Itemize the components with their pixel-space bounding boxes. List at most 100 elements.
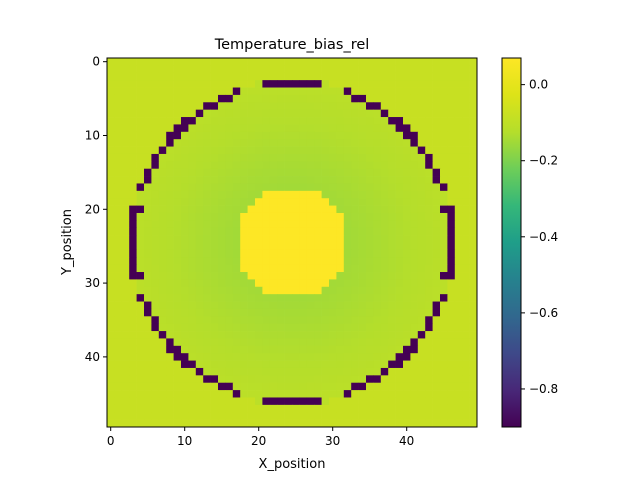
heatmap-cell	[292, 235, 300, 243]
heatmap-cell	[210, 235, 219, 243]
heatmap-cell	[336, 353, 345, 361]
heatmap-cell	[203, 183, 211, 192]
heatmap-cell	[166, 382, 174, 391]
heatmap-cell	[166, 146, 174, 155]
heatmap-cell	[240, 345, 248, 354]
heatmap-cell	[351, 168, 359, 177]
heatmap-cell	[181, 65, 189, 74]
heatmap-cell	[299, 190, 308, 199]
heatmap-cell	[114, 183, 123, 192]
heatmap-cell	[262, 294, 271, 302]
heatmap-cell	[462, 338, 470, 347]
heatmap-cell	[351, 131, 359, 140]
heatmap-cell	[158, 397, 167, 406]
heatmap-cell	[232, 183, 241, 192]
heatmap-cell	[462, 412, 470, 420]
heatmap-cell	[447, 382, 456, 391]
heatmap-cell	[195, 94, 204, 103]
heatmap-cell	[210, 65, 219, 74]
heatmap-cell	[403, 279, 411, 288]
heatmap-cell	[299, 382, 308, 391]
heatmap-cell	[107, 153, 115, 162]
heatmap-cell	[358, 87, 367, 96]
heatmap-cell	[240, 65, 248, 74]
heatmap-cell	[203, 139, 211, 147]
heatmap-cell	[321, 139, 330, 147]
heatmap-cell	[306, 412, 315, 420]
heatmap-cell	[314, 375, 322, 384]
heatmap-cell	[462, 131, 470, 140]
heatmap-cell	[225, 272, 234, 280]
heatmap-cell	[136, 139, 145, 147]
y-tick-label: 10	[85, 128, 100, 142]
heatmap-cell	[469, 249, 478, 258]
heatmap-cell	[188, 397, 197, 406]
heatmap-cell	[417, 80, 426, 88]
heatmap-cell	[321, 220, 330, 229]
heatmap-cell	[129, 72, 137, 81]
heatmap-cell	[129, 117, 137, 125]
heatmap-cell	[166, 124, 174, 133]
heatmap-cell	[240, 272, 248, 280]
heatmap-cell	[440, 139, 448, 147]
heatmap-cell	[232, 419, 241, 428]
heatmap-cell	[158, 153, 167, 162]
heatmap-cell	[232, 316, 241, 325]
heatmap-cell	[107, 131, 115, 140]
heatmap-cell	[388, 279, 396, 288]
heatmap-cell	[181, 272, 189, 280]
heatmap-cell	[321, 338, 330, 347]
heatmap-cell	[151, 109, 160, 118]
heatmap-cell	[203, 109, 211, 118]
heatmap-cell	[107, 235, 115, 243]
heatmap-cell	[373, 419, 382, 428]
heatmap-cell	[151, 205, 160, 214]
heatmap-cell	[240, 168, 248, 177]
heatmap-cell	[269, 331, 278, 339]
heatmap-cell	[306, 264, 315, 273]
heatmap-cell	[136, 345, 145, 354]
heatmap-cell	[136, 190, 145, 199]
heatmap-cell	[144, 72, 152, 81]
heatmap-cell	[395, 168, 404, 177]
heatmap-cell	[232, 168, 241, 177]
heatmap-cell	[121, 235, 130, 243]
heatmap-cell	[121, 412, 130, 420]
heatmap-cell	[306, 419, 315, 428]
heatmap-cell	[403, 161, 411, 170]
heatmap-cell	[203, 367, 211, 376]
heatmap-cell	[181, 87, 189, 96]
heatmap-cell	[292, 65, 300, 74]
heatmap-cell	[218, 308, 226, 317]
heatmap-cell	[395, 412, 404, 420]
heatmap-cell	[240, 382, 248, 391]
heatmap-cell	[121, 65, 130, 74]
heatmap-cell	[107, 227, 115, 236]
heatmap-cell	[129, 397, 137, 406]
heatmap-cell	[403, 227, 411, 236]
heatmap-cell	[181, 360, 189, 369]
heatmap-cell	[440, 212, 448, 221]
heatmap-cell	[269, 168, 278, 177]
heatmap-cell	[166, 235, 174, 243]
heatmap-cell	[166, 272, 174, 280]
heatmap-cell	[447, 131, 456, 140]
heatmap-cell	[247, 375, 256, 384]
heatmap-cell	[240, 220, 248, 229]
heatmap-cell	[366, 80, 374, 88]
heatmap-cell	[114, 249, 123, 258]
heatmap-cell	[410, 257, 419, 265]
heatmap-cell	[462, 264, 470, 273]
heatmap-cell	[107, 360, 115, 369]
heatmap-cell	[188, 249, 197, 258]
heatmap-cell	[218, 168, 226, 177]
y-tick-label: 0	[92, 55, 100, 69]
heatmap-cell	[232, 345, 241, 354]
heatmap-cell	[255, 87, 263, 96]
heatmap-cell	[314, 242, 322, 251]
heatmap-cell	[410, 308, 419, 317]
heatmap-cell	[210, 87, 219, 96]
heatmap-cell	[380, 94, 389, 103]
heatmap-cell	[314, 345, 322, 354]
heatmap-cell	[166, 367, 174, 376]
